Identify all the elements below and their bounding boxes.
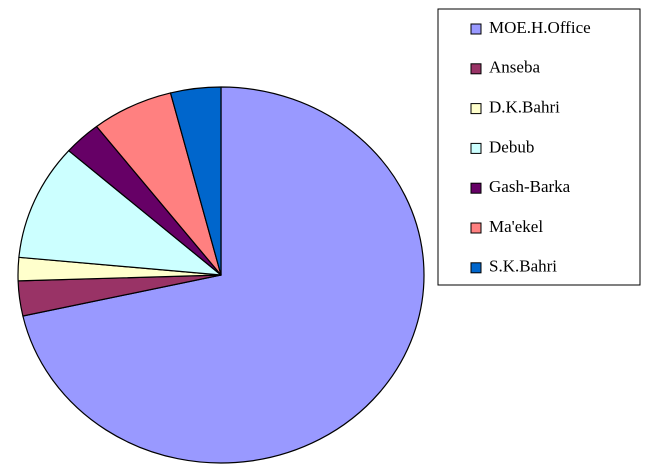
legend-label: S.K.Bahri [489, 257, 557, 276]
legend-swatch [470, 182, 482, 194]
legend-label: Debub [489, 137, 534, 156]
legend-label: Ma'ekel [489, 217, 543, 236]
legend-swatch [470, 63, 482, 75]
legend-swatch [470, 103, 482, 115]
legend-swatch [470, 222, 482, 234]
pie-slice [18, 150, 222, 276]
legend-box [437, 8, 641, 286]
legend-label: Anseba [489, 58, 540, 77]
legend-label: MOE.H.Office [489, 18, 591, 37]
legend-label: D.K.Bahri [489, 98, 560, 117]
legend-label: Gash-Barka [489, 177, 571, 196]
legend-swatch [470, 262, 482, 274]
legend-swatch [470, 23, 482, 35]
legend-swatch [470, 142, 482, 154]
pie-slice [169, 86, 222, 276]
pie-slice [22, 86, 425, 464]
